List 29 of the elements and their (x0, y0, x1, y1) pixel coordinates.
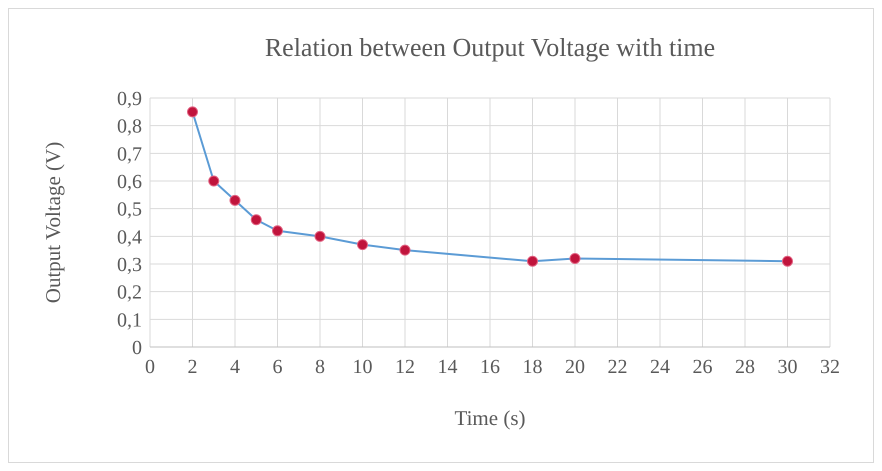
y-tick-label: 0,6 (117, 171, 142, 193)
x-tick-label: 10 (352, 356, 372, 378)
x-tick-label: 26 (692, 356, 712, 378)
x-tick-label: 20 (565, 356, 585, 378)
y-tick-label: 0 (132, 337, 142, 359)
x-tick-label: 12 (395, 356, 415, 378)
x-tick-label: 16 (480, 356, 500, 378)
y-tick-label: 0,7 (117, 143, 142, 166)
x-tick-label: 8 (315, 356, 325, 378)
y-tick-label: 0,5 (117, 198, 142, 221)
x-tick-label: 4 (230, 356, 240, 378)
y-tick-label: 0,1 (117, 309, 142, 332)
y-tick-label: 0,8 (117, 116, 142, 138)
x-tick-label: 6 (272, 356, 282, 378)
y-tick-label: 0,2 (117, 282, 142, 304)
x-tick-label: 22 (608, 356, 628, 378)
x-tick-label: 14 (438, 356, 458, 378)
x-tick-label: 24 (650, 356, 670, 378)
x-tick-label: 18 (522, 356, 542, 378)
x-axis-title: Time (s) (454, 406, 526, 430)
y-tick-label: 0,4 (117, 226, 142, 248)
y-tick-label: 0,9 (117, 88, 142, 110)
y-tick-label: 0,3 (117, 254, 142, 276)
x-tick-label: 28 (735, 356, 755, 378)
x-tick-label: 32 (820, 356, 840, 378)
y-axis-title: Output Voltage (V) (41, 142, 65, 304)
x-tick-label: 2 (188, 356, 198, 378)
chart-title: Relation between Output Voltage with time (264, 33, 716, 62)
x-tick-label: 30 (778, 356, 798, 378)
